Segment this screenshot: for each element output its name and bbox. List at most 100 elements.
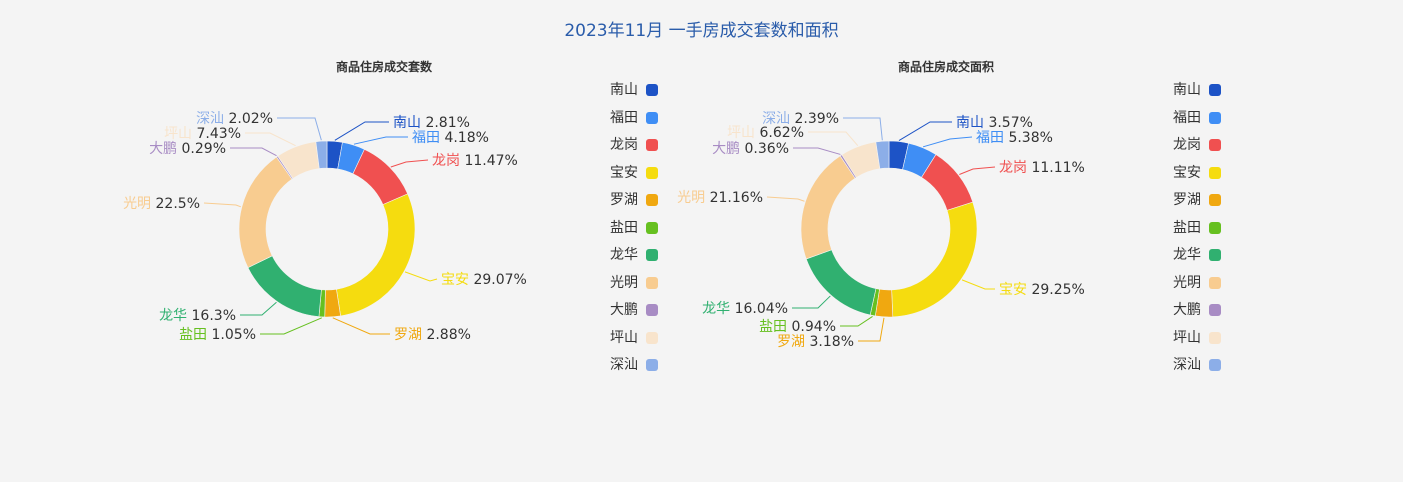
legend-item-龙岗[interactable]: 龙岗 bbox=[1173, 135, 1233, 163]
pie-2-leader-坪山 bbox=[808, 131, 859, 146]
slice-label-value: 29.25% bbox=[1031, 282, 1084, 298]
slice-label-value: 2.39% bbox=[795, 111, 839, 127]
legend-item-福田[interactable]: 福田 bbox=[1173, 108, 1233, 136]
legend-swatch bbox=[646, 331, 658, 344]
legend-item-大鹏[interactable]: 大鹏 bbox=[610, 300, 670, 328]
pie-1-label-深汕: 深汕 2.02% bbox=[196, 111, 273, 127]
pie-1-label-南山: 南山 2.81% bbox=[393, 115, 470, 131]
legend-item-龙华[interactable]: 龙华 bbox=[610, 245, 670, 273]
legend-swatch bbox=[1209, 359, 1221, 371]
pie-2-leader-福田 bbox=[922, 136, 973, 148]
pie-2-label-龙华: 龙华 16.04% bbox=[702, 301, 788, 317]
pie-2-label-罗湖: 罗湖 3.18% bbox=[777, 334, 854, 350]
pie-1-leader-大鹏 bbox=[230, 147, 277, 157]
legend-label: 龙华 bbox=[610, 247, 638, 263]
legend-swatch bbox=[646, 304, 658, 316]
chart-title: 2023年11月 一手房成交套数和面积 bbox=[564, 21, 839, 41]
pie-2-label-光明: 光明 21.16% bbox=[677, 190, 763, 206]
legend-item-坪山[interactable]: 坪山 bbox=[610, 328, 670, 356]
legend-item-罗湖[interactable]: 罗湖 bbox=[610, 190, 670, 218]
legend-label: 龙华 bbox=[1173, 247, 1201, 263]
legend-swatch bbox=[1209, 276, 1221, 289]
legend-item-宝安[interactable]: 宝安 bbox=[1173, 163, 1233, 191]
legend-swatch bbox=[646, 139, 658, 151]
legend-label: 深汕 bbox=[610, 357, 638, 373]
legend-label: 宝安 bbox=[1173, 164, 1201, 181]
legend-item-南山[interactable]: 南山 bbox=[1173, 80, 1233, 108]
slice-label-value: 16.3% bbox=[192, 308, 236, 324]
legend-item-坪山[interactable]: 坪山 bbox=[1173, 328, 1233, 356]
legend-swatch bbox=[1209, 111, 1221, 124]
legend-item-南山[interactable]: 南山 bbox=[610, 80, 670, 108]
legend-label: 坪山 bbox=[1173, 329, 1201, 346]
slice-label-name: 罗湖 bbox=[777, 334, 809, 350]
legend-label: 宝安 bbox=[610, 164, 638, 181]
pie-1-slice-光明 bbox=[238, 156, 293, 269]
slice-label-value: 2.02% bbox=[229, 111, 273, 127]
pie-2-slice-宝安 bbox=[891, 201, 978, 318]
legend-label: 龙岗 bbox=[610, 137, 638, 153]
pie-1-slice-龙岗 bbox=[352, 148, 409, 206]
legend-label: 大鹏 bbox=[610, 302, 638, 318]
legend-swatch bbox=[646, 249, 658, 261]
legend-item-龙岗[interactable]: 龙岗 bbox=[610, 135, 670, 163]
slice-label-value: 5.38% bbox=[1008, 130, 1052, 146]
legend-item-深汕[interactable]: 深汕 bbox=[1173, 355, 1233, 383]
slice-label-value: 0.29% bbox=[182, 141, 226, 157]
slice-label-value: 21.16% bbox=[710, 190, 763, 206]
pie-2-leader-盐田 bbox=[840, 316, 873, 327]
legend-item-光明[interactable]: 光明 bbox=[1173, 273, 1233, 301]
pie-2-leader-大鹏 bbox=[793, 147, 841, 155]
slice-label-name: 罗湖 bbox=[394, 327, 426, 343]
legend-item-盐田[interactable]: 盐田 bbox=[1173, 218, 1233, 246]
pie-2-subtitle: 商品住房成交面积 bbox=[897, 60, 994, 74]
legend-swatch bbox=[646, 166, 658, 179]
legend-swatch bbox=[646, 359, 658, 371]
slice-label-name: 宝安 bbox=[441, 272, 473, 288]
pie-1-leader-光明 bbox=[203, 202, 241, 208]
legend-swatch bbox=[1209, 84, 1221, 96]
legend-item-大鹏[interactable]: 大鹏 bbox=[1173, 300, 1233, 328]
legend-item-罗湖[interactable]: 罗湖 bbox=[1173, 190, 1233, 218]
slice-label-value: 1.05% bbox=[212, 327, 256, 343]
slice-label-name: 深汕 bbox=[196, 111, 228, 127]
pie-2-leader-罗湖 bbox=[858, 317, 885, 342]
pie-1-label-龙华: 龙华 16.3% bbox=[159, 308, 236, 324]
legend-swatch bbox=[1209, 166, 1221, 179]
slice-label-value: 22.5% bbox=[156, 196, 200, 212]
legend-item-光明[interactable]: 光明 bbox=[610, 273, 670, 301]
slice-label-value: 3.57% bbox=[988, 115, 1032, 131]
legend-item-龙华[interactable]: 龙华 bbox=[1173, 245, 1233, 273]
slice-label-name: 南山 bbox=[956, 115, 988, 131]
pie-1-leader-南山 bbox=[334, 121, 389, 141]
pie-2-leader-深汕 bbox=[843, 117, 883, 141]
pie-1-slice-深汕 bbox=[315, 140, 328, 169]
pie-1-slice-龙华 bbox=[247, 255, 322, 317]
legend-item-宝安[interactable]: 宝安 bbox=[610, 163, 670, 191]
pie-1-label-坪山: 坪山 7.43% bbox=[164, 126, 241, 142]
slice-label-name: 盐田 bbox=[179, 327, 211, 343]
pie-2-leader-龙华 bbox=[792, 295, 831, 309]
slice-label-value: 4.18% bbox=[444, 130, 488, 146]
legend-label: 大鹏 bbox=[1173, 302, 1201, 318]
slice-label-value: 7.43% bbox=[197, 126, 241, 142]
legend-label: 光明 bbox=[610, 274, 638, 291]
pie-2: 南山 3.57%福田 5.38% 龙岗 11.11% 宝安 29.25% 罗湖 3.1… bbox=[677, 111, 1085, 350]
pie-2-label-宝安: 宝安 29.25% bbox=[999, 282, 1085, 298]
slice-label-value: 6.62% bbox=[760, 125, 804, 141]
pie-1-label-龙岗: 龙岗 11.47% bbox=[432, 153, 518, 169]
legend-item-福田[interactable]: 福田 bbox=[610, 108, 670, 136]
legend-swatch bbox=[1209, 331, 1221, 344]
slice-label-value: 0.94% bbox=[792, 319, 836, 335]
legend-item-深汕[interactable]: 深汕 bbox=[610, 355, 670, 383]
slice-label-name: 深汕 bbox=[762, 111, 794, 127]
legend-swatch bbox=[646, 84, 658, 96]
legend-label: 福田 bbox=[1173, 109, 1201, 126]
pie-1-leader-龙华 bbox=[240, 301, 277, 316]
legend-item-盐田[interactable]: 盐田 bbox=[610, 218, 670, 246]
pie-1-label-福田: 福田 4.18% bbox=[412, 130, 489, 146]
slice-label-name: 坪山 bbox=[727, 125, 759, 141]
pie-2-slice-深汕 bbox=[875, 140, 890, 170]
slice-label-value: 11.47% bbox=[464, 153, 517, 169]
